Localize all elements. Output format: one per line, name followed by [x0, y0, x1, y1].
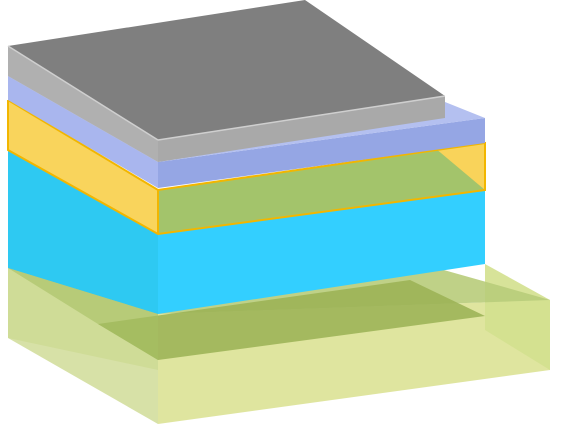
green-right-notch: [435, 143, 485, 190]
green-layer: [7, 99, 486, 236]
green-left-face: [8, 100, 158, 234]
gray-left-face: [8, 46, 158, 162]
blue-front-face: [158, 118, 485, 188]
cyan-left-strip: [8, 150, 158, 314]
green-front-face: [158, 143, 485, 234]
gray-cap-layer: [7, 0, 446, 162]
cyan-front-face: [158, 190, 485, 314]
substrate-top-overlay-left: [8, 268, 158, 360]
gray-top-edge-front: [157, 95, 446, 141]
blue-left-face: [8, 76, 158, 188]
gray-front-face: [158, 96, 445, 162]
cyan-layer: [8, 150, 485, 314]
gray-top-face: [8, 0, 445, 140]
substrate-top-overlay: [98, 280, 485, 360]
gray-top-edge-left: [7, 45, 159, 141]
